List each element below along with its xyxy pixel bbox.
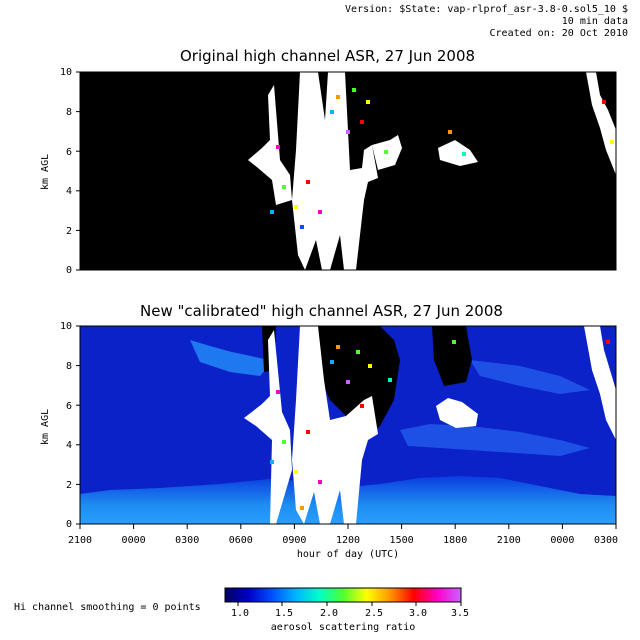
bottom-speckles	[270, 340, 610, 510]
top-cloud-main-column	[292, 72, 378, 270]
bottom-cloud-main-column	[292, 326, 378, 524]
top-cloud-features	[248, 72, 616, 270]
top-cloud-left-wisp	[248, 85, 292, 205]
colorbar-tick-3-0: 3.0	[409, 608, 427, 619]
xtick-0: 2100	[68, 535, 92, 546]
xtick-4: 0900	[282, 535, 306, 546]
data-rate-text: 10 min data	[561, 16, 628, 27]
created-date-text: Created on: 20 Oct 2010	[489, 28, 628, 39]
top-speckles	[270, 88, 614, 229]
bottom-ytick-2: 2	[66, 480, 72, 491]
bottom-ytick-4: 4	[66, 440, 72, 451]
smoothing-note: Hi channel smoothing = 0 points	[14, 602, 201, 613]
xtick-6: 1500	[390, 535, 414, 546]
colorbar-strip	[224, 587, 462, 603]
colorbar-tick-1-5: 1.5	[275, 608, 293, 619]
top-panel-title: Original high channel ASR, 27 Jun 2008	[180, 47, 476, 65]
xtick-2: 0300	[175, 535, 199, 546]
bottom-ytick-6: 6	[66, 401, 72, 412]
colorbar-tick-2-5: 2.5	[365, 608, 383, 619]
xtick-5: 1200	[336, 535, 360, 546]
x-axis-label: hour of day (UTC)	[297, 549, 399, 560]
bottom-x-axis: 2100 0000 0300 0600 0900 1200 1500 1800 …	[68, 524, 618, 560]
top-ytick-0: 0	[66, 265, 72, 276]
bottom-y-axis: 0 2 4 6 8 10	[60, 321, 80, 530]
xtick-9: 0000	[550, 535, 574, 546]
bottom-aerosol-layer-left	[190, 340, 272, 376]
colorbar-tick-1-0: 1.0	[231, 608, 249, 619]
bottom-cloud-right-edge	[584, 326, 616, 440]
colorbar: 1.0 1.5 2.0 2.5 3.0 3.5 aerosol scatteri…	[224, 587, 469, 633]
xtick-7: 1800	[443, 535, 467, 546]
bottom-aerosol-layer-upper	[470, 360, 590, 394]
top-ytick-10: 10	[60, 67, 72, 78]
colorbar-tick-3-5: 3.5	[451, 608, 469, 619]
top-ytick-2: 2	[66, 226, 72, 237]
top-y-axis: 0 2 4 6 8 10	[60, 67, 80, 276]
top-ytick-6: 6	[66, 147, 72, 158]
top-ytick-4: 4	[66, 186, 72, 197]
top-ytick-8: 8	[66, 107, 72, 118]
top-cloud-1800	[438, 140, 478, 166]
bottom-black-cloud-1800	[432, 326, 472, 386]
bottom-aerosol-layer-right	[400, 424, 590, 456]
bottom-cloud-1800	[436, 398, 478, 428]
top-cloud-right-edge	[586, 72, 616, 175]
version-text: Version: $State: vap-rlprof_asr-3.8-0.so…	[345, 4, 628, 15]
bottom-panel-title: New "calibrated" high channel ASR, 27 Ju…	[140, 302, 503, 320]
bottom-ytick-8: 8	[66, 361, 72, 372]
xtick-3: 0600	[229, 535, 253, 546]
xtick-10: 0300	[594, 535, 618, 546]
bottom-cloud-left-wisp	[244, 330, 292, 524]
colorbar-label: aerosol scattering ratio	[271, 622, 416, 633]
bottom-ytick-0: 0	[66, 519, 72, 530]
xtick-1: 0000	[122, 535, 146, 546]
colorbar-tick-2-0: 2.0	[320, 608, 338, 619]
bottom-ytick-10: 10	[60, 321, 72, 332]
bottom-features	[80, 326, 616, 524]
xtick-8: 2100	[497, 535, 521, 546]
top-plot-frame	[79, 71, 617, 271]
